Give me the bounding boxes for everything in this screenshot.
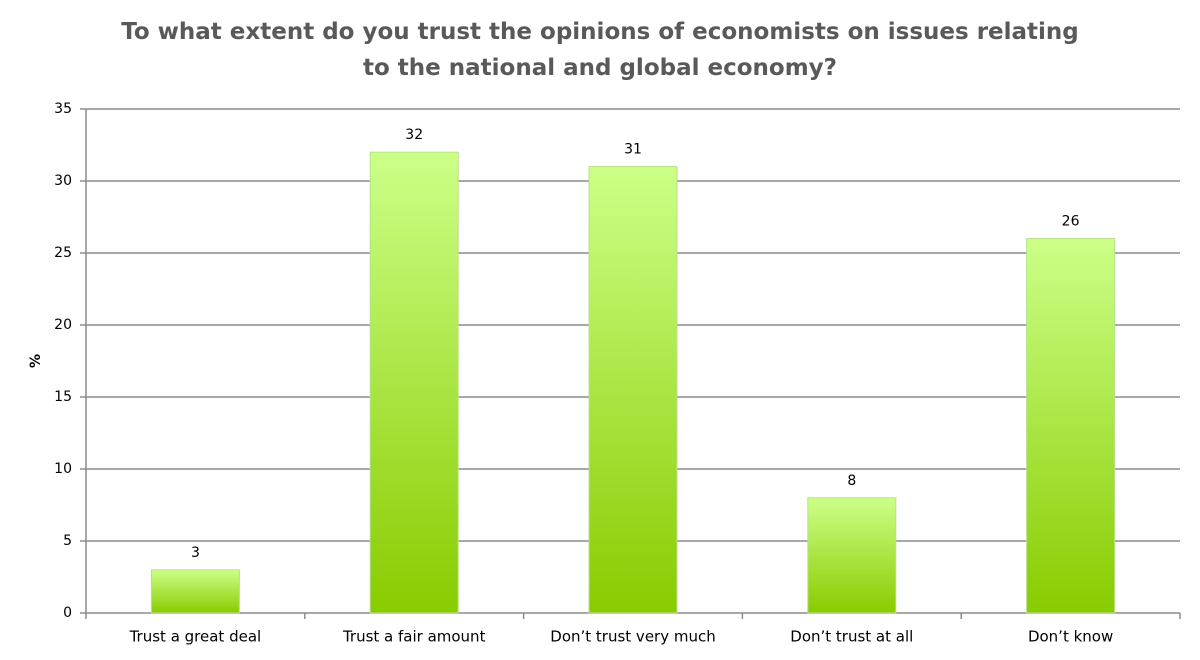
data-label: 31 — [624, 142, 642, 158]
bar — [1026, 238, 1116, 614]
bar — [807, 497, 897, 614]
chart-title: To what extent do you trust the opinions… — [121, 19, 1079, 81]
bar — [369, 151, 459, 614]
data-label: 32 — [405, 127, 423, 143]
x-tick-label: Trust a great deal — [129, 628, 262, 646]
y-axis-label: % — [28, 354, 44, 368]
y-tick-label: 25 — [54, 245, 72, 261]
y-tick-label: 0 — [63, 605, 72, 621]
y-tick-label: 30 — [54, 173, 72, 189]
x-tick-label: Don’t trust very much — [550, 628, 715, 646]
bar — [588, 166, 678, 614]
x-tick-label: Trust a fair amount — [342, 628, 486, 646]
data-label: 3 — [191, 545, 200, 561]
y-tick-label: 15 — [54, 389, 72, 405]
y-tick-label: 20 — [54, 317, 72, 333]
y-tick-label: 10 — [54, 461, 72, 477]
x-tick-label: Don’t know — [1028, 628, 1113, 646]
data-label: 8 — [847, 473, 856, 489]
data-label: 26 — [1062, 214, 1080, 230]
x-tick-label: Don’t trust at all — [790, 628, 913, 646]
y-tick-label: 5 — [63, 533, 72, 549]
bar — [150, 569, 240, 614]
y-tick-label: 35 — [54, 101, 72, 117]
